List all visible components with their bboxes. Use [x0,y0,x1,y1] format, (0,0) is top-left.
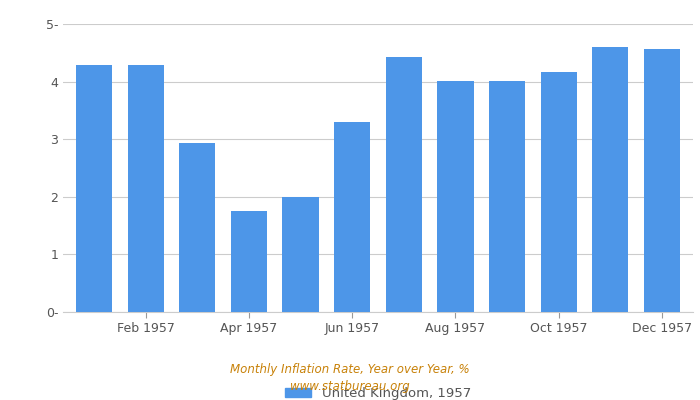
Bar [179,143,216,312]
Bar [592,47,629,312]
Bar [438,81,473,312]
Bar [644,49,680,312]
Bar [127,66,164,312]
Bar [283,197,318,312]
Legend: United Kingdom, 1957: United Kingdom, 1957 [279,382,477,400]
Bar [386,57,422,312]
Bar [231,211,267,312]
Bar [489,81,525,312]
Bar [76,66,112,312]
Bar [334,122,370,312]
Bar [540,72,577,312]
Text: Monthly Inflation Rate, Year over Year, %: Monthly Inflation Rate, Year over Year, … [230,364,470,376]
Text: www.statbureau.org: www.statbureau.org [290,380,410,393]
